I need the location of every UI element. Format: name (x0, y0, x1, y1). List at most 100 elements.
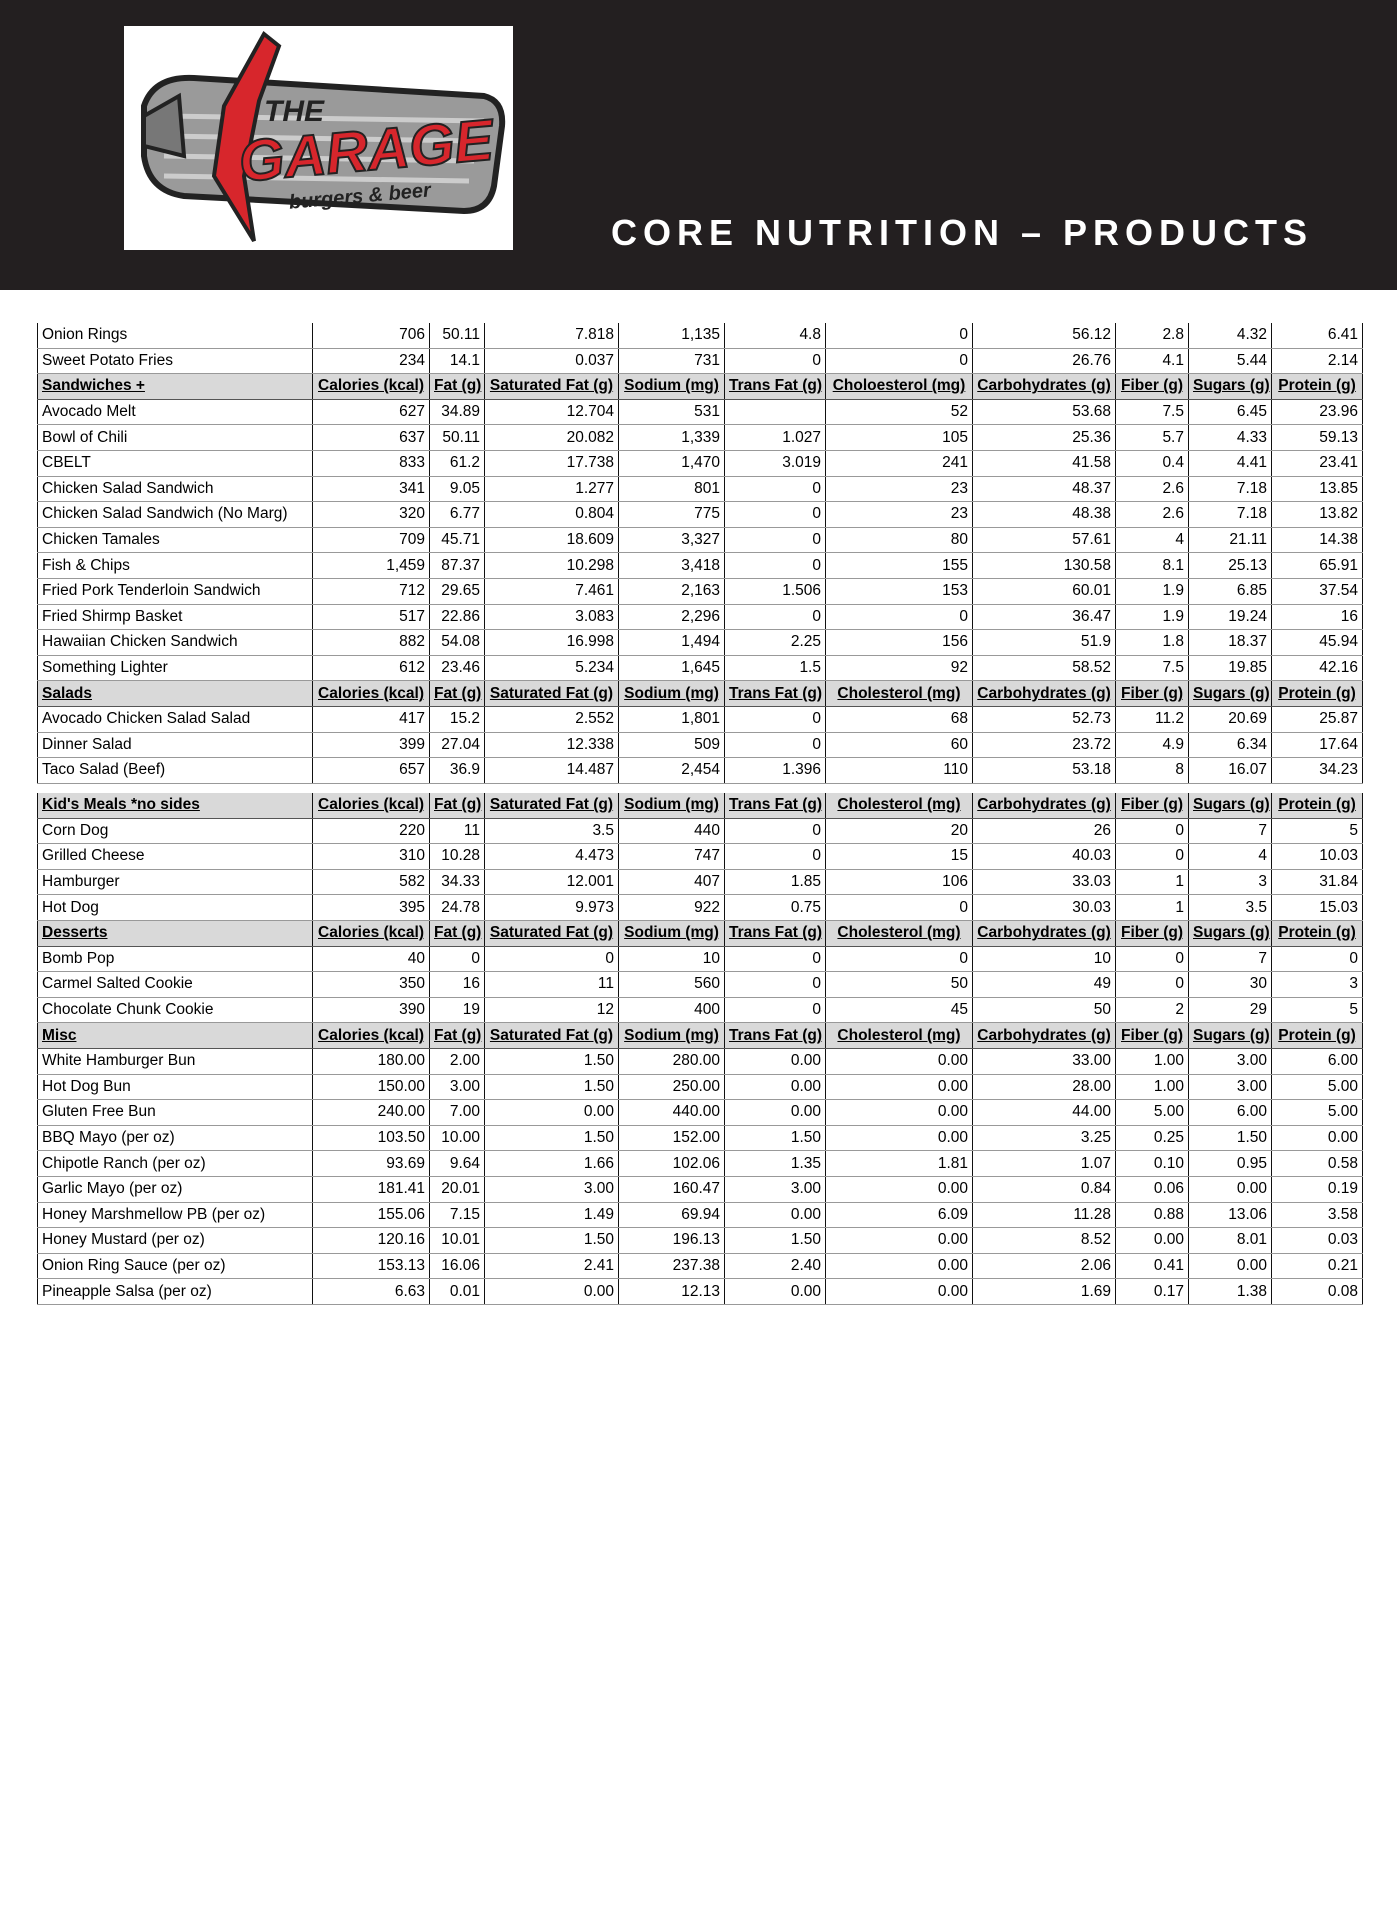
value-cell: 10.00 (429, 1125, 485, 1152)
header-cell: Calories (kcal) (312, 373, 430, 400)
value-cell: 1,459 (312, 552, 430, 579)
value-cell: 440 (618, 818, 725, 845)
header-cell: Saturated Fat (g) (484, 680, 619, 707)
section-header-row: Sandwiches + Calories (kcal) Fat (g) Satura… (37, 373, 1363, 400)
value-cell: 5.7 (1115, 424, 1189, 451)
item-row: Hamburger 582 34.33 12.001 407 1.85 106 33.03 1 3… (37, 869, 1363, 896)
value-cell: 45 (825, 997, 973, 1024)
value-cell: 11.2 (1115, 706, 1189, 733)
value-cell: 105 (825, 424, 973, 451)
header-cell: Calories (kcal) (312, 920, 430, 947)
value-cell: 31.84 (1271, 869, 1363, 896)
value-cell: 0 (484, 946, 619, 973)
value-cell: 52.73 (972, 706, 1116, 733)
item-row: Gluten Free Bun 240.00 7.00 0.00 440.00 0.00 0… (37, 1099, 1363, 1126)
value-cell: 0.00 (724, 1048, 826, 1075)
header-cell: Fiber (g) (1115, 680, 1189, 707)
header-cell: Fiber (g) (1115, 1022, 1189, 1049)
header-cell: Sodium (mg) (618, 920, 725, 947)
value-cell: 58.52 (972, 655, 1116, 682)
value-cell: 12.13 (618, 1278, 725, 1305)
value-cell: 25.13 (1188, 552, 1272, 579)
header-cell: Sodium (mg) (618, 680, 725, 707)
header-cell: Calories (kcal) (312, 1022, 430, 1049)
header-cell: Sodium (mg) (618, 373, 725, 400)
value-cell: 395 (312, 894, 430, 921)
value-cell: 13.06 (1188, 1202, 1272, 1229)
value-cell: 7.818 (484, 323, 619, 349)
value-cell: 1.35 (724, 1150, 826, 1177)
value-cell: 23.72 (972, 732, 1116, 759)
item-row: Chicken Salad Sandwich (No Marg) 320 6.77 0… (37, 501, 1363, 528)
header-cell: Sodium (mg) (618, 1022, 725, 1049)
value-cell: 4 (1188, 843, 1272, 870)
value-cell: 3.00 (429, 1074, 485, 1101)
value-cell: 30 (1188, 971, 1272, 998)
header-cell: Sugars (g) (1188, 920, 1272, 947)
value-cell: 0.037 (484, 348, 619, 375)
value-cell: 102.06 (618, 1150, 725, 1177)
item-name: Onion Rings (37, 323, 313, 349)
item-name: Fried Shirmp Basket (37, 604, 313, 631)
value-cell: 23.41 (1271, 450, 1363, 477)
value-cell: 400 (618, 997, 725, 1024)
value-cell: 49 (972, 971, 1116, 998)
item-row: Fried Pork Tenderloin Sandwich 712 29.65 7.… (37, 578, 1363, 605)
value-cell: 341 (312, 476, 430, 503)
header-cell: Cholesterol (mg) (825, 920, 973, 947)
value-cell: 637 (312, 424, 430, 451)
value-cell: 153 (825, 578, 973, 605)
value-cell: 11 (429, 818, 485, 845)
value-cell: 1.50 (484, 1227, 619, 1254)
header-cell: Protein (g) (1271, 793, 1363, 819)
value-cell: 1,645 (618, 655, 725, 682)
value-cell: 517 (312, 604, 430, 631)
value-cell: 28.00 (972, 1074, 1116, 1101)
header-cell: Cholesterol (mg) (825, 680, 973, 707)
item-row: Garlic Mayo (per oz) 181.41 20.01 3.00 160.4… (37, 1176, 1363, 1203)
value-cell: 19.85 (1188, 655, 1272, 682)
item-name: Pineapple Salsa (per oz) (37, 1278, 313, 1305)
value-cell: 33.03 (972, 869, 1116, 896)
value-cell: 1.50 (484, 1074, 619, 1101)
nutrition-table: Kid's Meals *no sides Calories (kcal) Fat … (37, 793, 1363, 1305)
value-cell: 5.44 (1188, 348, 1272, 375)
value-cell: 0 (724, 946, 826, 973)
item-row: Honey Marshmellow PB (per oz) 155.06 7.15 1… (37, 1202, 1363, 1229)
value-cell: 40.03 (972, 843, 1116, 870)
value-cell: 50 (972, 997, 1116, 1024)
value-cell: 3.00 (484, 1176, 619, 1203)
value-cell: 181.41 (312, 1176, 430, 1203)
value-cell: 2.8 (1115, 323, 1189, 349)
header-cell: Saturated Fat (g) (484, 373, 619, 400)
item-name: Garlic Mayo (per oz) (37, 1176, 313, 1203)
item-row: Carmel Salted Cookie 350 16 11 560 0 50 49 0 30 3 (37, 971, 1363, 998)
value-cell: 0 (724, 732, 826, 759)
value-cell: 14.487 (484, 757, 619, 784)
value-cell: 48.37 (972, 476, 1116, 503)
value-cell: 0.00 (825, 1227, 973, 1254)
header-cell: Fat (g) (429, 793, 485, 819)
value-cell: 6.00 (1188, 1099, 1272, 1126)
value-cell: 13.82 (1271, 501, 1363, 528)
value-cell: 16 (429, 971, 485, 998)
item-name: Hamburger (37, 869, 313, 896)
item-row: CBELT 833 61.2 17.738 1,470 3.019 241 41.58 0.4 4… (37, 450, 1363, 477)
header-cell: Carbohydrates (g) (972, 680, 1116, 707)
header-cell: Protein (g) (1271, 1022, 1363, 1049)
value-cell: 10.28 (429, 843, 485, 870)
value-cell: 1.50 (484, 1125, 619, 1152)
value-cell: 156 (825, 629, 973, 656)
value-cell: 0.17 (1115, 1278, 1189, 1305)
value-cell: 250.00 (618, 1074, 725, 1101)
value-cell: 196.13 (618, 1227, 725, 1254)
value-cell: 0 (825, 894, 973, 921)
value-cell: 69.94 (618, 1202, 725, 1229)
value-cell: 0.00 (724, 1278, 826, 1305)
item-name: Hot Dog Bun (37, 1074, 313, 1101)
value-cell: 7.461 (484, 578, 619, 605)
value-cell: 60 (825, 732, 973, 759)
item-name: Honey Marshmellow PB (per oz) (37, 1202, 313, 1229)
value-cell: 20.082 (484, 424, 619, 451)
header-cell: Fat (g) (429, 680, 485, 707)
